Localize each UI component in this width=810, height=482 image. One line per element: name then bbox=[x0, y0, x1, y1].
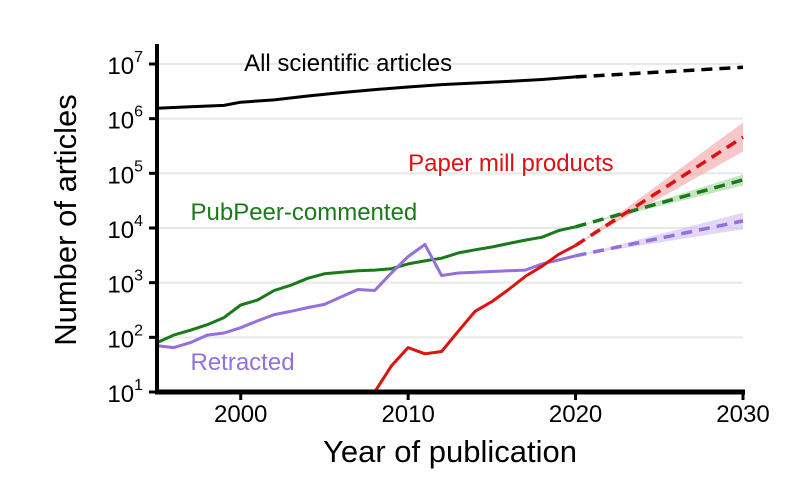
projection-line bbox=[575, 178, 744, 229]
series-line bbox=[156, 75, 576, 110]
x-tick-label: 2000 bbox=[214, 401, 267, 428]
projection-line bbox=[575, 65, 744, 79]
y-tick-exponent: 6 bbox=[134, 104, 143, 121]
projection-line bbox=[574, 135, 744, 247]
series-lines bbox=[156, 65, 744, 393]
y-tick-label: 103 bbox=[107, 268, 143, 299]
x-tick-label: 2020 bbox=[549, 401, 602, 428]
series-label: Paper mill products bbox=[408, 150, 613, 177]
y-tick-exponent: 4 bbox=[134, 213, 143, 230]
y-tick-label: 106 bbox=[107, 104, 143, 135]
y-tick-label: 104 bbox=[107, 213, 143, 244]
series-line bbox=[156, 225, 576, 344]
series-label: Retracted bbox=[190, 349, 294, 376]
series-line bbox=[156, 243, 576, 350]
y-axis-label: Number of articles bbox=[48, 94, 83, 346]
x-axis-label: Year of publication bbox=[323, 434, 577, 469]
y-tick-label: 105 bbox=[107, 158, 143, 189]
projection-bands bbox=[575, 122, 743, 256]
y-tick-exponent: 5 bbox=[134, 158, 143, 175]
projection-line bbox=[575, 219, 744, 258]
series-labels: All scientific articles PubPeer-commented… bbox=[190, 50, 613, 376]
y-tick-label: 107 bbox=[107, 49, 143, 80]
series-line bbox=[373, 244, 577, 393]
y-tick-label: 101 bbox=[107, 377, 143, 408]
y-tick-exponent: 3 bbox=[134, 268, 143, 285]
y-tick-exponent: 2 bbox=[134, 322, 143, 339]
y-tick-exponent: 1 bbox=[134, 377, 143, 394]
y-tick-label: 102 bbox=[107, 322, 143, 353]
series-label: All scientific articles bbox=[244, 50, 452, 77]
gridlines bbox=[157, 63, 743, 339]
y-tick-exponent: 7 bbox=[134, 49, 143, 66]
x-tick-label: 2010 bbox=[381, 401, 434, 428]
x-tick-label: 2030 bbox=[716, 401, 769, 428]
confidence-band bbox=[575, 212, 743, 256]
series-label: PubPeer-commented bbox=[190, 199, 417, 226]
